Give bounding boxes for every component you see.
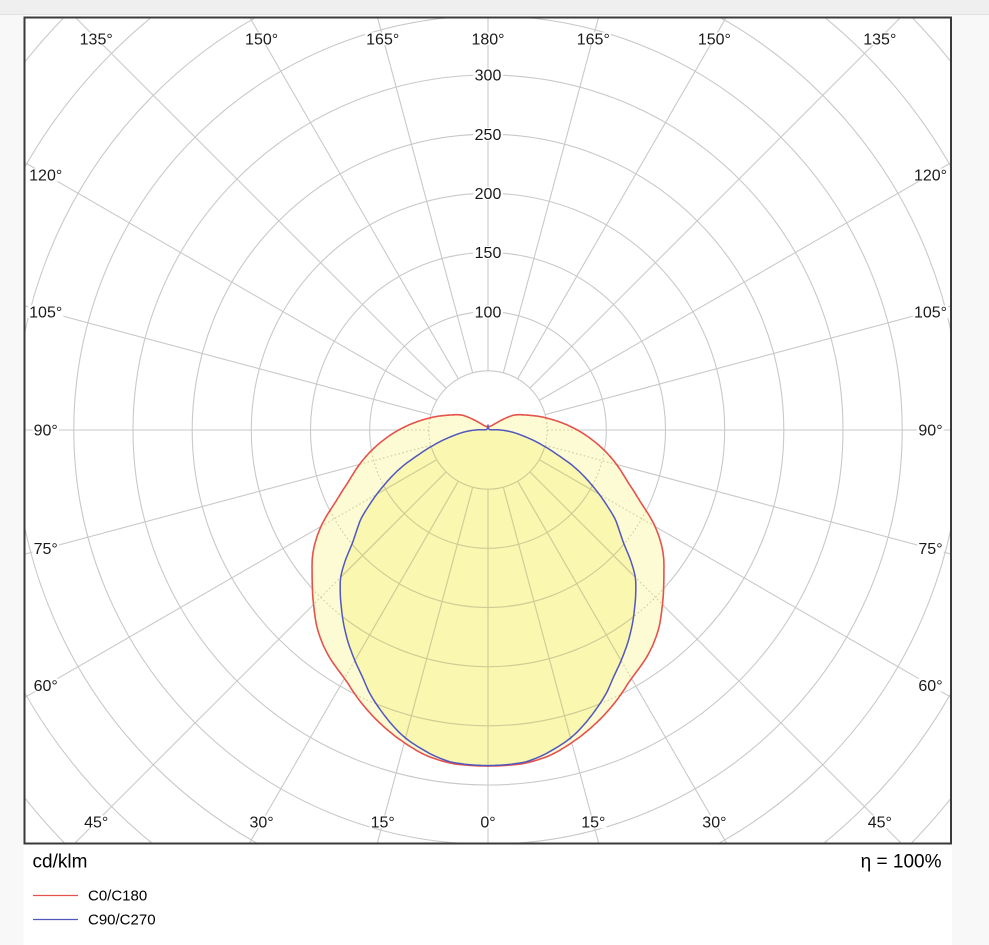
svg-text:30°: 30° [702, 815, 726, 832]
svg-text:135°: 135° [863, 31, 896, 48]
svg-text:η = 100%: η = 100% [861, 852, 942, 873]
svg-text:165°: 165° [366, 31, 399, 48]
svg-text:75°: 75° [918, 541, 942, 558]
svg-text:105°: 105° [29, 304, 62, 321]
svg-text:90°: 90° [918, 423, 942, 440]
svg-text:75°: 75° [34, 541, 58, 558]
svg-text:C90/C270: C90/C270 [88, 912, 156, 929]
svg-text:105°: 105° [914, 304, 947, 321]
svg-text:60°: 60° [918, 678, 942, 695]
svg-text:120°: 120° [914, 168, 947, 185]
svg-text:60°: 60° [34, 678, 58, 695]
svg-text:15°: 15° [371, 815, 395, 832]
svg-text:15°: 15° [581, 815, 605, 832]
svg-text:180°: 180° [471, 31, 504, 48]
svg-text:100: 100 [475, 304, 502, 321]
svg-text:120°: 120° [29, 168, 62, 185]
svg-text:165°: 165° [577, 31, 610, 48]
svg-text:300: 300 [475, 68, 502, 85]
svg-text:30°: 30° [249, 815, 273, 832]
svg-text:150: 150 [475, 245, 502, 262]
svg-text:45°: 45° [868, 815, 892, 832]
svg-text:250: 250 [475, 127, 502, 144]
svg-text:150°: 150° [245, 31, 278, 48]
svg-text:150°: 150° [698, 31, 731, 48]
svg-text:200: 200 [475, 186, 502, 203]
svg-text:90°: 90° [34, 423, 58, 440]
svg-text:C0/C180: C0/C180 [88, 888, 147, 905]
svg-text:45°: 45° [84, 815, 108, 832]
svg-text:0°: 0° [480, 815, 495, 832]
svg-text:135°: 135° [80, 31, 113, 48]
svg-text:cd/klm: cd/klm [33, 852, 88, 873]
